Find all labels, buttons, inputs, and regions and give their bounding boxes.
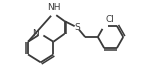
Text: N: N <box>32 29 39 38</box>
Text: Cl: Cl <box>105 15 114 24</box>
Text: S: S <box>74 23 80 32</box>
Text: NH: NH <box>47 3 60 12</box>
